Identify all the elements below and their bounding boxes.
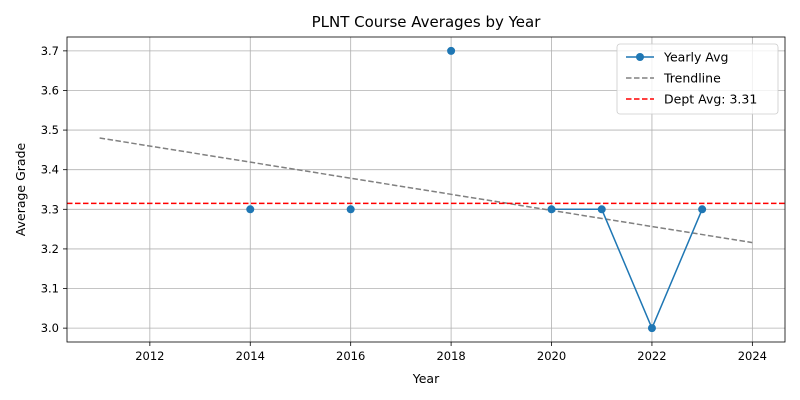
yearly-avg-line bbox=[551, 208, 703, 331]
legend: Yearly Avg Trendline Dept Avg: 3.31 bbox=[616, 43, 779, 115]
series-layer bbox=[67, 46, 785, 333]
y-tick-label: 3.6 bbox=[41, 83, 59, 97]
yearly-avg-point bbox=[447, 46, 456, 55]
y-tick-label: 3.0 bbox=[41, 321, 59, 335]
y-tick-label: 3.7 bbox=[41, 44, 59, 58]
legend-label: Yearly Avg bbox=[663, 50, 728, 65]
trendline bbox=[99, 137, 753, 244]
y-tick-label: 3.5 bbox=[41, 123, 59, 137]
x-tick-label: 2020 bbox=[537, 349, 566, 363]
y-tick-label: 3.4 bbox=[41, 163, 59, 177]
yearly-avg-point bbox=[647, 324, 656, 333]
x-tick-label: 2022 bbox=[637, 349, 666, 363]
y-tick-label: 3.1 bbox=[41, 282, 59, 296]
x-axis-label: Year bbox=[412, 371, 440, 386]
legend-marker bbox=[636, 53, 644, 61]
legend-box bbox=[616, 43, 779, 115]
yearly-avg-point bbox=[597, 205, 606, 214]
plot-frame bbox=[66, 36, 786, 343]
x-tick-label: 2024 bbox=[738, 349, 767, 363]
legend-label: Trendline bbox=[663, 71, 721, 86]
y-tick-label: 3.3 bbox=[41, 202, 59, 216]
y-axis-label: Average Grade bbox=[13, 142, 28, 236]
chart-title: PLNT Course Averages by Year bbox=[312, 13, 542, 31]
yearly-avg-point bbox=[698, 205, 707, 214]
x-tick-label: 2014 bbox=[236, 349, 265, 363]
axis-ticks: 2012 2014 2016 2018 2020 2022 2024 3.0 3.1 3.2 3.3… bbox=[41, 44, 767, 363]
yearly-avg-point bbox=[547, 205, 556, 214]
x-tick-label: 2018 bbox=[436, 349, 465, 363]
y-tick-label: 3.2 bbox=[41, 242, 59, 256]
yearly-avg-point bbox=[346, 205, 355, 214]
yearly-avg-point bbox=[246, 205, 255, 214]
x-tick-label: 2012 bbox=[135, 349, 164, 363]
x-tick-label: 2016 bbox=[336, 349, 365, 363]
legend-label: Dept Avg: 3.31 bbox=[664, 92, 757, 107]
